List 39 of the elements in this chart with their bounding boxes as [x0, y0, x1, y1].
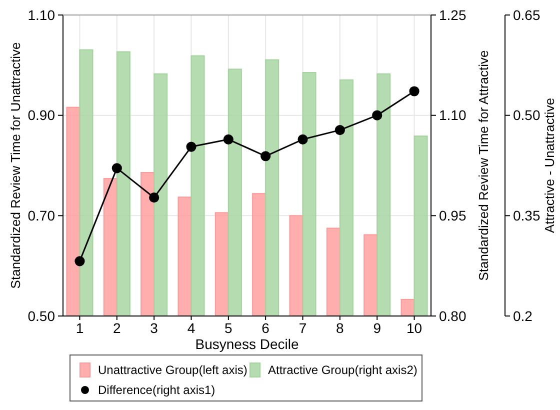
point — [112, 163, 122, 174]
x-axis-title: Busyness Decile — [195, 336, 299, 352]
point — [149, 192, 160, 203]
x-tick-label: 9 — [373, 320, 382, 336]
y3-axis-title: Attractive - Unattractive — [542, 98, 557, 234]
point — [186, 142, 196, 152]
y2-tick-label: 0.80 — [439, 308, 466, 324]
y2-tick-label: 0.95 — [439, 208, 466, 224]
x-tick-label: 2 — [113, 320, 121, 336]
legend-label: Unattractive Group(left axis) — [98, 363, 248, 378]
point — [334, 125, 345, 136]
y3-tick-label: 0.35 — [513, 208, 540, 224]
y2-tick-label: 1.10 — [439, 107, 466, 124]
y2-tick-label: 1.25 — [439, 6, 466, 23]
y-tick-label: 0.50 — [28, 308, 56, 324]
legend-label: Attractive Group(right axis2) — [268, 363, 418, 378]
point — [223, 134, 234, 144]
legend-label: Difference(right axis1) — [98, 383, 216, 398]
x-tick-label: 8 — [336, 320, 344, 336]
y-tick-label: 1.10 — [28, 6, 56, 23]
x-tick-label: 4 — [187, 320, 196, 336]
y3-tick-label: 0.2 — [513, 308, 533, 324]
x-tick-label: 5 — [224, 320, 233, 336]
y3-tick-label: 0.50 — [513, 107, 540, 124]
x-tick-label: 7 — [298, 320, 307, 336]
point — [260, 151, 271, 162]
point — [74, 256, 85, 266]
y-tick-label: 0.70 — [28, 208, 56, 224]
y2-axis-title: Standardized Review Time for Attractive — [476, 50, 491, 281]
x-tick-label: 3 — [150, 320, 158, 336]
point — [298, 134, 308, 144]
point — [409, 86, 420, 96]
point — [372, 110, 382, 120]
y3-tick-label: 0.65 — [513, 6, 540, 23]
y-axis-title: Standardized Review Time for Unattractive — [8, 42, 23, 289]
x-tick-label: 1 — [76, 320, 84, 336]
x-tick-label: 10 — [406, 320, 422, 336]
x-tick-label: 6 — [262, 320, 270, 336]
y-tick-label: 0.90 — [28, 107, 56, 124]
